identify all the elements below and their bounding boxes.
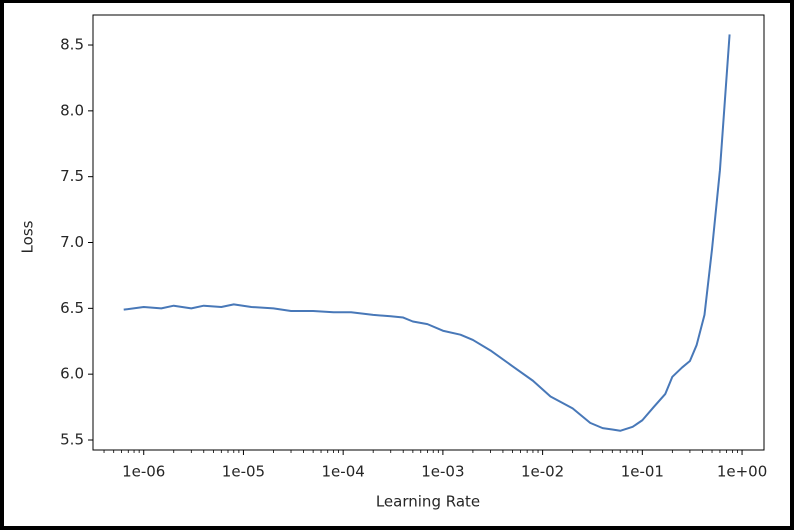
y-tick-label: 6.0	[60, 365, 84, 383]
x-axis-label: Learning Rate	[376, 493, 480, 511]
x-tick-label: 1e-05	[222, 463, 265, 481]
y-tick-label: 8.5	[60, 36, 84, 54]
loss-line	[123, 34, 731, 432]
x-tick-label: 1e-03	[421, 463, 464, 481]
y-tick-label: 5.5	[60, 430, 84, 448]
canvas	[4, 3, 790, 526]
x-tick-label: 1e-01	[621, 463, 664, 481]
y-tick-label: 8.0	[60, 101, 84, 119]
y-tick-label: 6.5	[60, 299, 84, 317]
x-tick-label: 1e-02	[521, 463, 564, 481]
x-tick-label: 1e-04	[322, 463, 365, 481]
x-tick-label: 1e+00	[717, 463, 767, 481]
y-tick-label: 7.0	[60, 233, 84, 251]
y-tick-label: 7.5	[60, 167, 84, 185]
plot-frame	[92, 14, 765, 451]
y-axis-label: Loss	[19, 220, 37, 253]
x-tick-label: 1e-06	[122, 463, 165, 481]
